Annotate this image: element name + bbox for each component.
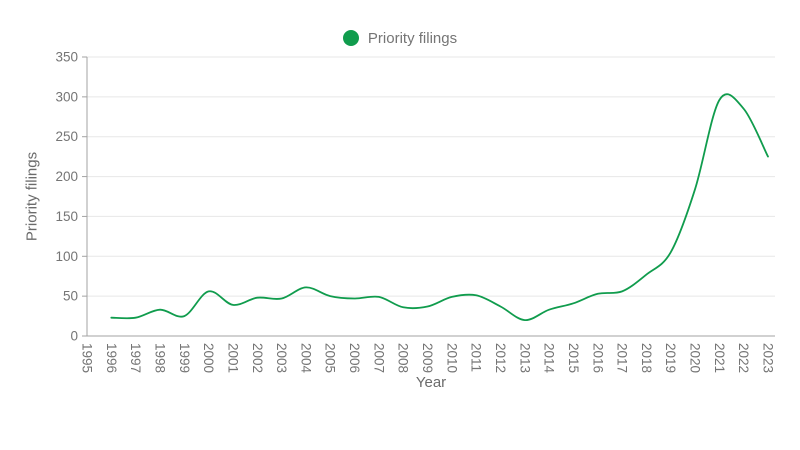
legend-label: Priority filings — [367, 29, 458, 47]
x-tick-label: 2010 — [444, 343, 459, 373]
x-tick-label: 2012 — [493, 343, 508, 373]
x-tick-label: 2000 — [201, 343, 216, 373]
x-tick-label: 2016 — [590, 343, 605, 373]
legend-item-priority-filings[interactable]: Priority filings — [0, 26, 800, 50]
x-tick-label: 2021 — [712, 343, 727, 373]
x-tick-label: 2020 — [688, 343, 703, 373]
y-tick-label: 100 — [55, 249, 78, 264]
x-tick-label: 2003 — [274, 343, 289, 373]
y-tick-label: 0 — [70, 329, 78, 344]
y-tick-label: 350 — [55, 50, 78, 65]
x-tick-label: 2009 — [420, 343, 435, 373]
y-axis-title: Priority filings — [24, 152, 41, 241]
legend-dot-icon — [342, 30, 359, 46]
y-tick-label: 50 — [63, 289, 78, 304]
x-tick-label: 2017 — [615, 343, 630, 373]
x-tick-label: 2011 — [469, 343, 484, 372]
x-tick-label: 1996 — [104, 343, 119, 373]
x-tick-label: 2006 — [347, 343, 362, 373]
x-tick-label: 2004 — [298, 343, 313, 374]
x-tick-label: 2002 — [250, 343, 265, 373]
x-tick-label: 2015 — [566, 343, 581, 373]
x-tick-label: 1997 — [128, 343, 143, 373]
x-tick-label: 1999 — [177, 343, 192, 373]
x-tick-label: 2018 — [639, 343, 654, 373]
y-tick-label: 300 — [55, 89, 78, 104]
x-tick-label: 1998 — [152, 343, 167, 373]
y-tick-label: 150 — [55, 209, 78, 224]
x-tick-label: 2019 — [663, 343, 678, 373]
x-tick-label: 2022 — [736, 343, 751, 373]
x-tick-label: 2007 — [371, 343, 386, 373]
x-axis-title: Year — [416, 374, 446, 391]
series-line-priority-filings — [110, 93, 769, 321]
x-tick-label: 2023 — [761, 343, 776, 373]
x-tick-label: 2008 — [396, 343, 411, 373]
x-tick-label: 2014 — [542, 343, 557, 374]
x-tick-label: 2005 — [323, 343, 338, 373]
y-tick-label: 200 — [55, 169, 78, 184]
x-tick-label: 2001 — [225, 343, 240, 373]
x-tick-label: 2013 — [517, 343, 532, 373]
x-tick-label: 1995 — [80, 343, 95, 373]
y-tick-label: 250 — [55, 129, 78, 144]
